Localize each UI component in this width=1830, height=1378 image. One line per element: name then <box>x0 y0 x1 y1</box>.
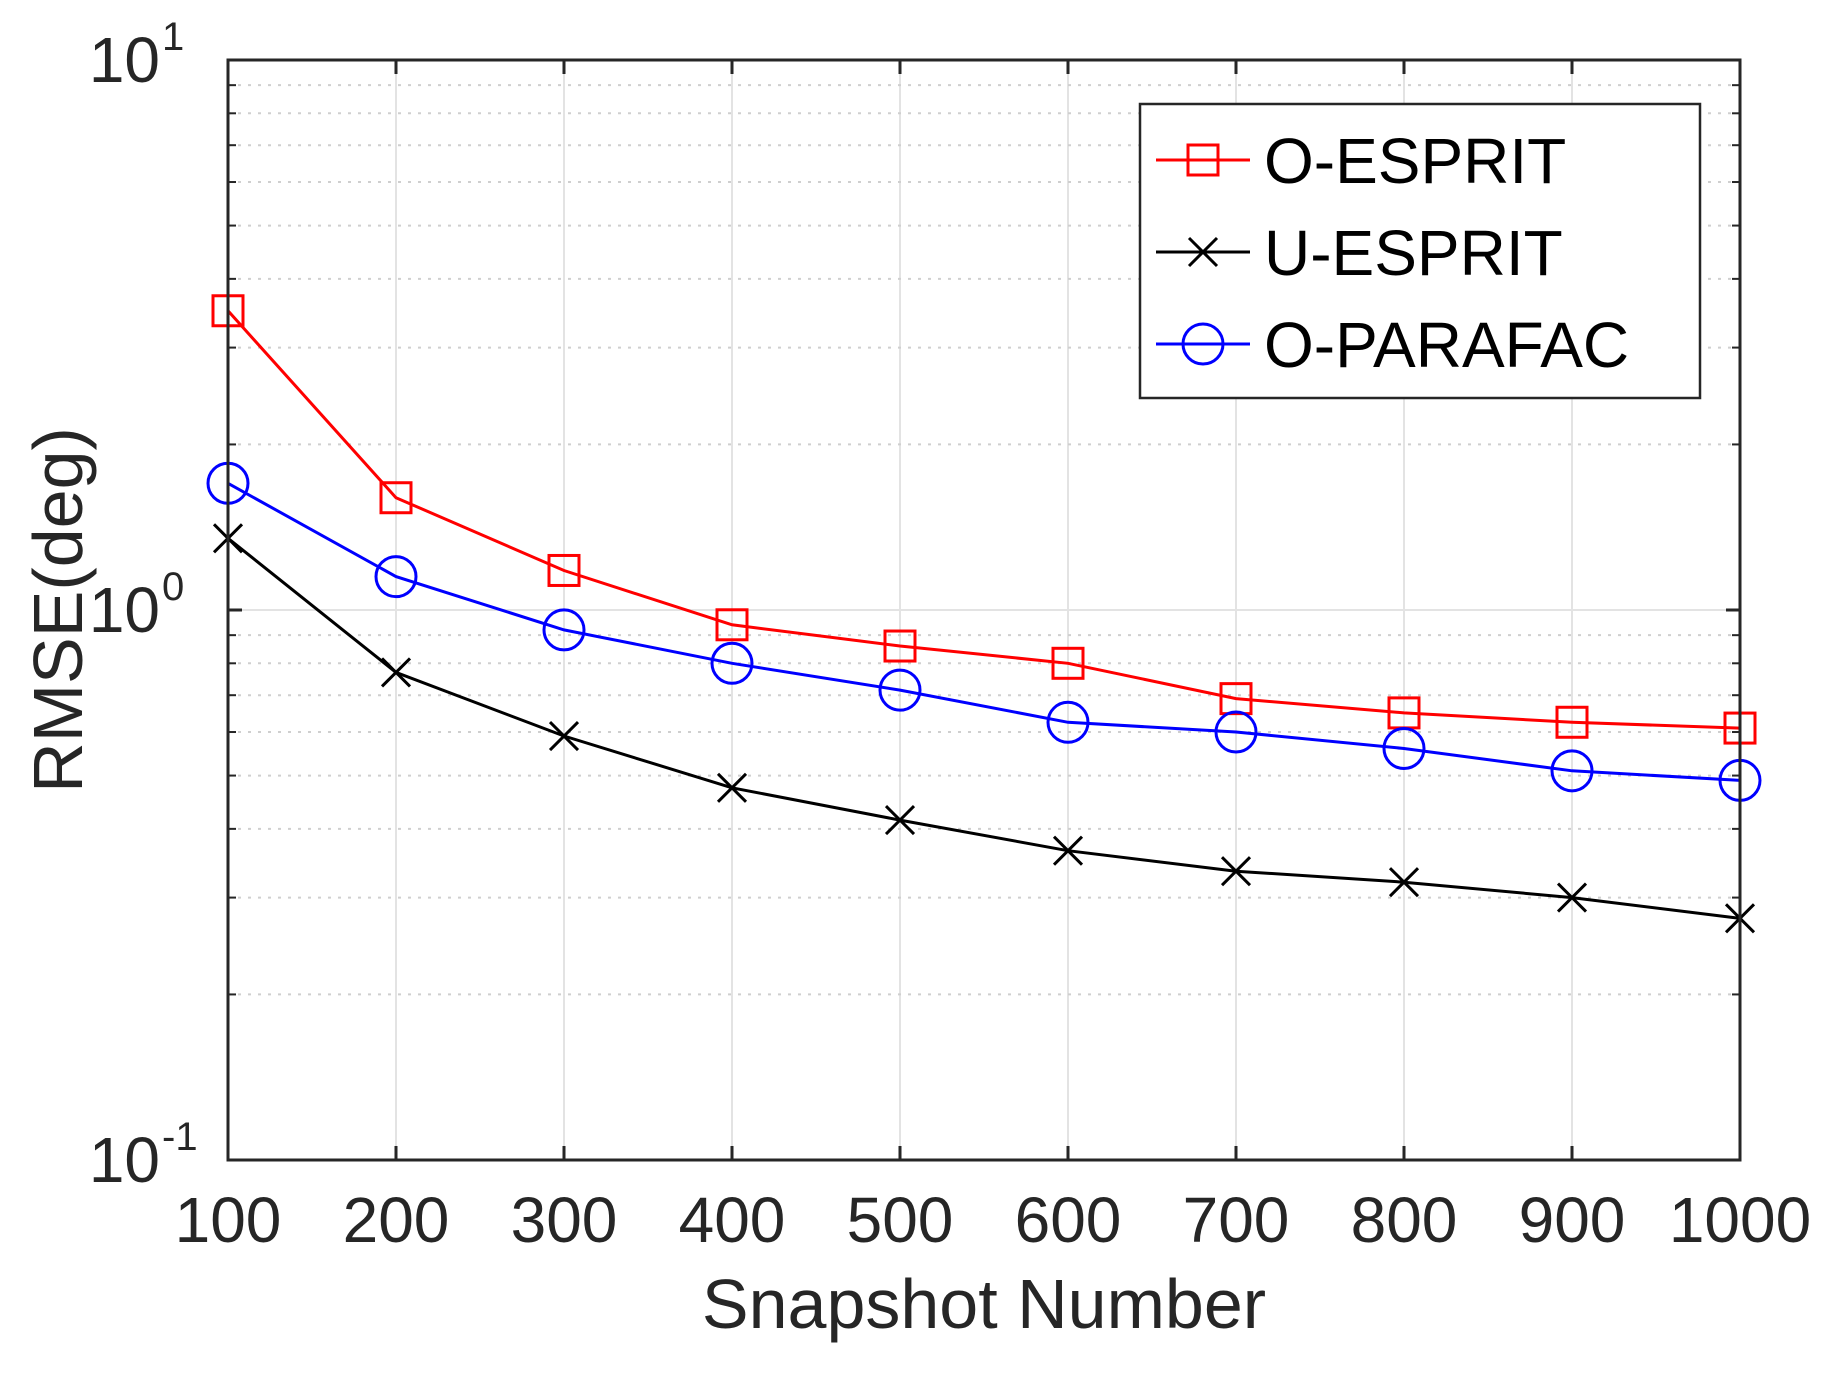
data-point-u-esprit <box>380 657 412 688</box>
data-point-u-esprit-stroke <box>1220 856 1252 887</box>
data-point-u-esprit-stroke <box>548 720 580 752</box>
data-point-u-esprit-stroke <box>884 805 916 836</box>
x-tick-label: 1000 <box>1669 1184 1811 1256</box>
x-tick-label: 100 <box>175 1184 282 1256</box>
series-u-esprit <box>212 523 1756 934</box>
data-point-o-parafac <box>878 668 922 712</box>
x-tick-label: 500 <box>847 1184 954 1256</box>
x-tick-label: 700 <box>1183 1184 1290 1256</box>
data-point-o-parafac <box>374 555 418 599</box>
data-point-o-parafac <box>1382 726 1426 770</box>
data-point-u-esprit-stroke <box>1556 882 1588 913</box>
data-point-u-esprit <box>1220 856 1252 887</box>
data-point-u-esprit <box>716 772 748 803</box>
legend: O-ESPRIT U-ESPRIT O-PARAFAC <box>1138 102 1702 400</box>
data-point-u-esprit <box>884 805 916 836</box>
y-tick-label: 10 <box>89 24 160 96</box>
x-tick-label: 800 <box>1351 1184 1458 1256</box>
data-point-o-esprit <box>1051 646 1085 680</box>
data-point-u-esprit-stroke <box>716 772 748 803</box>
data-point-o-parafac <box>710 641 754 685</box>
legend-label-o-parafac: O-PARAFAC <box>1264 309 1629 381</box>
y-tick-exponent: 0 <box>162 565 184 609</box>
data-point-u-esprit-stroke <box>380 657 412 688</box>
data-point-u-esprit <box>1556 882 1588 913</box>
series-line-o-parafac <box>227 481 1741 782</box>
y-tick-exponent: -1 <box>162 1115 198 1159</box>
x-axis-title: Snapshot Number <box>702 1265 1266 1343</box>
data-point-u-esprit <box>548 720 580 752</box>
x-tick-label: 200 <box>343 1184 450 1256</box>
data-point-o-parafac <box>542 608 586 652</box>
legend-marker-o-esprit <box>1186 143 1220 177</box>
data-point-o-parafac <box>1550 749 1594 793</box>
y-axis-title: RMSE(deg) <box>19 427 97 793</box>
series-line-o-esprit <box>226 309 1741 730</box>
data-point-o-esprit <box>379 481 413 515</box>
y-tick-exponent: 1 <box>162 15 184 59</box>
data-point-o-esprit <box>883 629 917 663</box>
data-point-o-parafac <box>1214 710 1258 754</box>
x-tick-label: 600 <box>1015 1184 1122 1256</box>
legend-label-u-esprit: U-ESPRIT <box>1264 217 1563 289</box>
legend-label-o-esprit: O-ESPRIT <box>1264 125 1566 197</box>
data-point-u-esprit <box>1388 867 1420 898</box>
legend-marker-o-parafac <box>1181 322 1225 366</box>
x-tick-label: 400 <box>679 1184 786 1256</box>
y-tick-label: 10 <box>89 1124 160 1196</box>
data-point-u-esprit-stroke <box>1388 867 1420 898</box>
data-point-u-esprit <box>1052 835 1084 866</box>
data-point-o-parafac <box>1046 700 1090 744</box>
data-point-o-esprit <box>1555 705 1589 739</box>
series-line-u-esprit <box>227 537 1741 920</box>
data-point-o-esprit <box>1219 682 1253 716</box>
x-tick-label: 300 <box>511 1184 618 1256</box>
legend-marker-u-esprit-stroke <box>1187 236 1219 268</box>
series-group <box>206 294 1762 934</box>
legend-marker-u-esprit <box>1187 236 1219 268</box>
data-point-u-esprit-stroke <box>1052 835 1084 866</box>
data-point-o-esprit <box>715 608 749 642</box>
y-tick-label: 10 <box>89 574 160 646</box>
x-tick-label: 900 <box>1519 1184 1626 1256</box>
data-point-o-esprit <box>547 553 581 587</box>
